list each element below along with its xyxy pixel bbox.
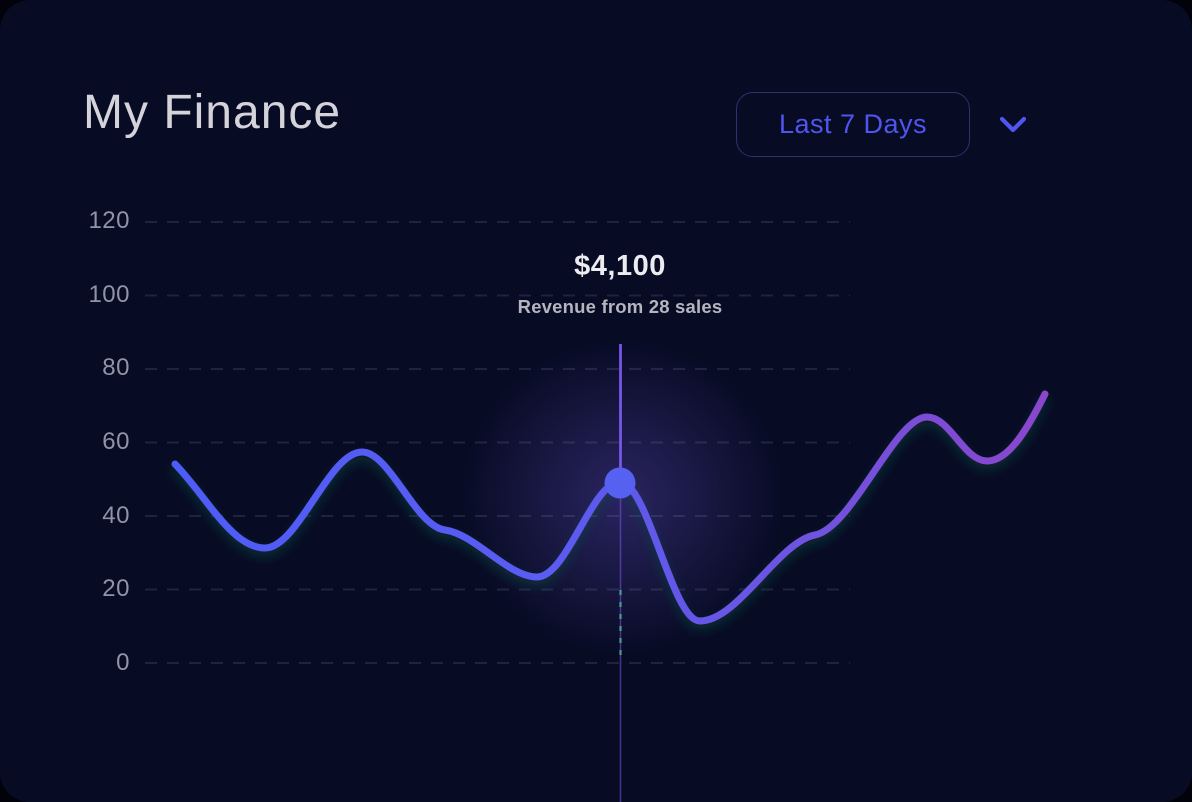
y-tick-100: 100 (88, 280, 130, 308)
page-title: My Finance (83, 86, 342, 139)
date-range-dropdown-toggle[interactable] (995, 109, 1031, 139)
date-range-label: Last 7 Days (778, 109, 928, 139)
y-tick-80: 80 (102, 354, 130, 382)
chevron-down-stroke (999, 116, 1027, 133)
y-tick-40: 40 (102, 501, 130, 529)
chevron-down-icon (999, 116, 1027, 133)
gridlines (145, 221, 850, 664)
date-range-button[interactable]: Last 7 Days (736, 92, 970, 157)
y-tick-60: 60 (102, 427, 130, 455)
y-tick-120: 120 (88, 207, 130, 234)
y-tick-0: 0 (116, 648, 130, 676)
y-tick-20: 20 (102, 575, 130, 603)
y-axis-tick-labels: 120 100 80 60 40 20 0 (58, 209, 130, 675)
selected-data-point[interactable] (604, 467, 636, 499)
